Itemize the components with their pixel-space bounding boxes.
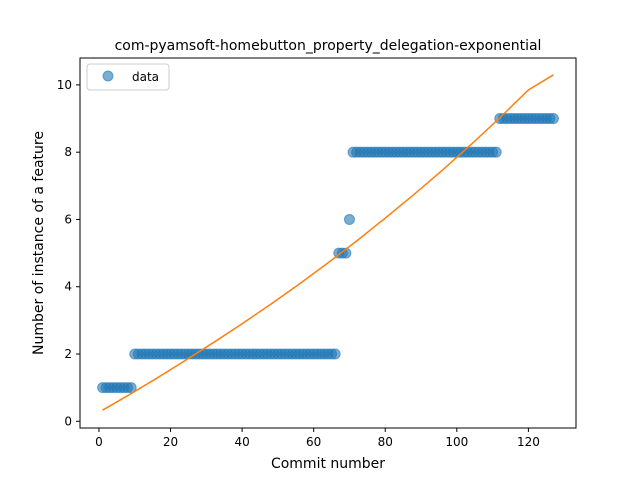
y-tick-label: 0 xyxy=(64,414,72,428)
legend-label: data xyxy=(132,70,159,84)
y-tick-label: 2 xyxy=(64,347,72,361)
x-tick-label: 120 xyxy=(517,435,540,449)
data-point xyxy=(343,213,355,225)
x-tick-label: 60 xyxy=(306,435,321,449)
y-tick-label: 4 xyxy=(64,280,72,294)
x-axis: 0 20 40 60 80 100 120 xyxy=(95,428,540,449)
data-point xyxy=(547,113,559,125)
data-point xyxy=(125,382,137,394)
x-tick-label: 100 xyxy=(445,435,468,449)
x-tick-label: 80 xyxy=(378,435,393,449)
y-tick-label: 8 xyxy=(64,145,72,159)
x-tick-label: 0 xyxy=(95,435,103,449)
legend-marker xyxy=(102,70,114,82)
x-tick-label: 20 xyxy=(163,435,178,449)
x-tick-label: 40 xyxy=(234,435,249,449)
x-axis-label: Commit number xyxy=(271,456,385,472)
legend: data xyxy=(86,63,170,91)
y-tick-label: 10 xyxy=(57,78,72,92)
fit-line xyxy=(102,74,554,411)
axes-frame xyxy=(79,57,577,429)
y-tick-label: 6 xyxy=(64,212,72,226)
chart-marks xyxy=(97,74,559,411)
y-axis: 0 2 4 6 8 10 xyxy=(57,78,80,428)
legend-box xyxy=(86,63,170,91)
y-axis-label: Number of instance of a feature xyxy=(31,131,47,355)
data-point xyxy=(329,348,341,360)
chart-title: com-pyamsoft-homebutton_property_delegat… xyxy=(115,38,542,54)
data-point xyxy=(490,146,502,158)
plot-area xyxy=(80,58,576,428)
